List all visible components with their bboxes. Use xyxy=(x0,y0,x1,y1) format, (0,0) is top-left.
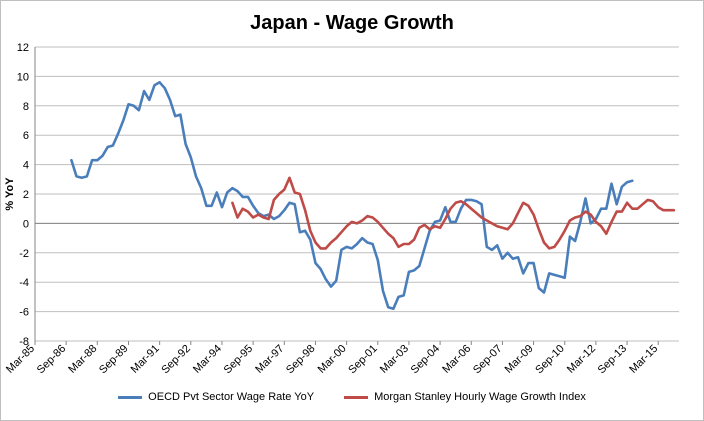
y-tick-label: 12 xyxy=(17,42,29,54)
x-tick-label: Mar-94 xyxy=(191,343,224,376)
x-tick-label: Mar-97 xyxy=(253,343,286,376)
y-tick-label: -8 xyxy=(19,336,29,348)
y-tick-label: -6 xyxy=(19,307,29,319)
series-line-morgan-stanley xyxy=(231,176,676,250)
y-tick-label: -2 xyxy=(19,248,29,260)
x-tick-label: Mar-03 xyxy=(378,343,411,376)
x-tick-label: Mar-00 xyxy=(316,343,349,376)
x-tick-label: Sep-86 xyxy=(35,343,69,377)
y-tick-label: 6 xyxy=(23,130,29,142)
x-tick-label: Mar-88 xyxy=(66,343,99,376)
legend-item-oecd: OECD Pvt Sector Wage Rate YoY xyxy=(118,391,314,403)
chart-title: Japan - Wage Growth xyxy=(250,12,454,34)
y-tick-label: -4 xyxy=(19,277,29,289)
chart-legend: OECD Pvt Sector Wage Rate YoY Morgan Sta… xyxy=(0,391,704,403)
y-tick-label: 8 xyxy=(23,101,29,113)
series-line-oecd xyxy=(70,81,634,311)
y-tick-label: 10 xyxy=(17,71,29,83)
legend-swatch-morgan-stanley xyxy=(344,395,369,399)
legend-swatch-oecd xyxy=(118,395,143,399)
x-tick-label: Sep-04 xyxy=(409,343,443,377)
x-tick-label: Sep-89 xyxy=(97,343,131,377)
y-tick-label: 4 xyxy=(23,160,29,172)
legend-label-oecd: OECD Pvt Sector Wage Rate YoY xyxy=(148,391,315,403)
x-tick-label: Sep-07 xyxy=(471,343,505,377)
legend-item-morgan-stanley: Morgan Stanley Hourly Wage Growth Index xyxy=(344,391,586,403)
x-tick-label: Mar-91 xyxy=(129,343,162,376)
legend-label-morgan-stanley: Morgan Stanley Hourly Wage Growth Index xyxy=(374,391,586,403)
y-tick-label: 0 xyxy=(23,218,29,230)
y-axis-label: % YoY xyxy=(4,177,16,211)
x-tick-label: Mar-09 xyxy=(503,343,536,376)
x-tick-label: Mar-12 xyxy=(565,343,598,376)
x-tick-label: Mar-15 xyxy=(627,343,660,376)
x-tick-label: Mar-06 xyxy=(440,343,473,376)
x-tick-label: Sep-92 xyxy=(159,343,193,377)
x-tick-label: Sep-95 xyxy=(222,343,256,377)
x-tick-label: Sep-98 xyxy=(284,343,318,377)
x-tick-label: Sep-13 xyxy=(596,343,630,377)
x-tick-label: Sep-10 xyxy=(533,343,567,377)
x-tick-label: Sep-01 xyxy=(346,343,380,377)
y-tick-label: 2 xyxy=(23,189,29,201)
